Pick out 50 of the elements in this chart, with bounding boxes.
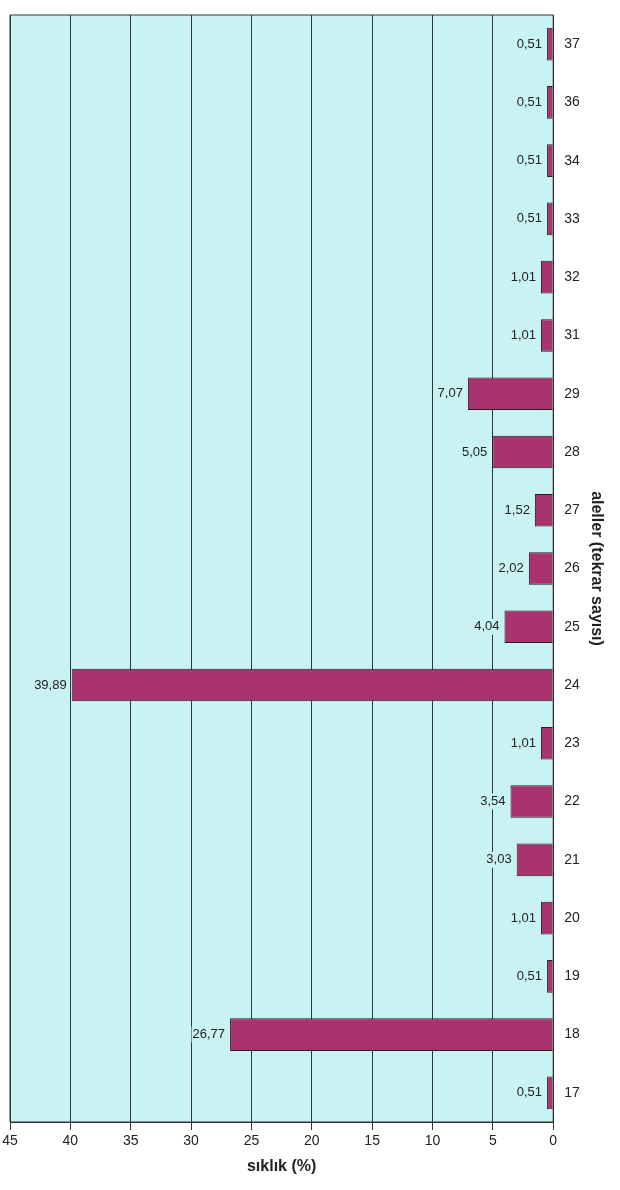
x-tick-label: 40	[62, 1132, 79, 1149]
data-label: 0,51	[516, 152, 543, 168]
data-label: 1,52	[504, 501, 530, 517]
data-label: 39,89	[34, 676, 67, 692]
x-tick-label: 15	[364, 1132, 381, 1149]
data-label: 1,01	[510, 327, 537, 343]
y-tick-label: 25	[564, 617, 581, 634]
y-tick-label: 20	[564, 908, 581, 925]
x-tick-label: 35	[122, 1132, 139, 1149]
data-label: 2,02	[498, 560, 524, 576]
x-tick-label: 10	[424, 1132, 441, 1149]
data-label: 0,51	[516, 967, 543, 983]
data-label: 4,04	[474, 618, 500, 634]
y-tick-label: 27	[564, 501, 581, 518]
y-tick-label: 28	[564, 442, 581, 459]
data-label: 1,01	[510, 734, 537, 750]
y-axis-title: aleller (tekrar sayısı)	[588, 491, 606, 646]
y-tick-label: 17	[564, 1083, 581, 1100]
y-tick-label: 26	[564, 559, 581, 576]
data-label: 1,01	[510, 268, 537, 284]
y-tick-label: 24	[564, 675, 581, 692]
data-label: 0,51	[516, 1084, 543, 1100]
data-label: 0,51	[516, 93, 543, 109]
x-tick-label: 45	[2, 1132, 18, 1149]
y-tick-label: 31	[564, 326, 581, 343]
data-label: 0,51	[516, 210, 543, 226]
data-label: 5,05	[461, 443, 488, 459]
x-tick-label: 30	[183, 1132, 200, 1149]
y-tick-label: 29	[564, 384, 581, 401]
data-label: 26,77	[192, 1026, 226, 1042]
y-tick-label: 22	[564, 792, 581, 809]
y-tick-label: 33	[564, 209, 581, 226]
data-label: 3,03	[486, 851, 512, 867]
y-tick-label: 21	[564, 850, 581, 867]
data-label: 0,51	[516, 35, 543, 51]
data-label: 3,54	[480, 793, 506, 809]
y-tick-label: 23	[564, 734, 581, 751]
x-tick-label: 20	[304, 1132, 320, 1149]
y-tick-label: 36	[564, 93, 581, 110]
x-tick-label: 5	[488, 1132, 497, 1149]
y-tick-label: 19	[564, 967, 581, 984]
y-tick-label: 34	[564, 151, 581, 168]
x-tick-label: 0	[549, 1132, 558, 1149]
data-label: 7,07	[437, 385, 463, 401]
y-tick-label: 32	[564, 268, 581, 285]
y-tick-label: 18	[564, 1025, 581, 1042]
x-tick-label: 25	[243, 1132, 260, 1149]
data-label: 1,01	[510, 909, 537, 925]
x-axis-title: sıklık (%)	[246, 1156, 317, 1174]
y-tick-label: 37	[564, 34, 581, 51]
